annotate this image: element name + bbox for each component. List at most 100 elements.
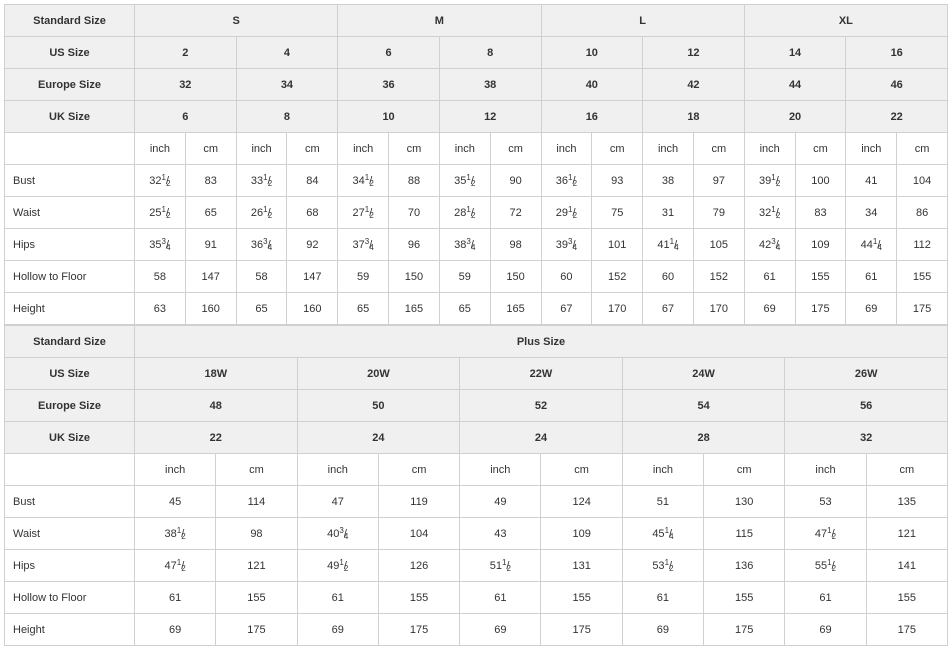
eu-size-5: 42 bbox=[643, 69, 745, 101]
unit-inch: inch bbox=[622, 454, 703, 486]
unit-cm: cm bbox=[389, 133, 440, 165]
measure-cm: 155 bbox=[378, 582, 459, 614]
measure-inch: 61 bbox=[744, 261, 795, 293]
uk-size-6: 20 bbox=[744, 101, 846, 133]
measure-cm: 136 bbox=[704, 550, 785, 582]
measure-inch: 361/2 bbox=[541, 165, 592, 197]
row-label: Bust bbox=[5, 165, 135, 197]
measure-inch: 423/4 bbox=[744, 229, 795, 261]
measure-cm: 121 bbox=[866, 518, 947, 550]
row-label: Waist bbox=[5, 197, 135, 229]
uk-size-1: 8 bbox=[236, 101, 338, 133]
measure-cm: 115 bbox=[704, 518, 785, 550]
us-size-2: 6 bbox=[338, 37, 440, 69]
measure-cm: 75 bbox=[592, 197, 643, 229]
measure-cm: 152 bbox=[693, 261, 744, 293]
measure-cm: 109 bbox=[795, 229, 846, 261]
unit-cm: cm bbox=[704, 454, 785, 486]
uk-size-3: 28 bbox=[622, 422, 785, 454]
measure-cm: 86 bbox=[897, 197, 948, 229]
measure-inch: 321/2 bbox=[135, 165, 186, 197]
eu-size-1: 50 bbox=[297, 390, 460, 422]
table-row: Bust321/283331/284341/288351/290361/2933… bbox=[5, 165, 948, 197]
measure-inch: 41 bbox=[846, 165, 897, 197]
measure-cm: 155 bbox=[897, 261, 948, 293]
measure-inch: 351/2 bbox=[439, 165, 490, 197]
measure-cm: 141 bbox=[866, 550, 947, 582]
measure-cm: 175 bbox=[897, 293, 948, 325]
size-s: S bbox=[135, 5, 338, 37]
unit-inch: inch bbox=[846, 133, 897, 165]
table-row: Hips353/491363/492373/496383/498393/4101… bbox=[5, 229, 948, 261]
measure-inch: 69 bbox=[297, 614, 378, 646]
measure-inch: 63 bbox=[135, 293, 186, 325]
measure-cm: 155 bbox=[795, 261, 846, 293]
measure-cm: 147 bbox=[185, 261, 236, 293]
unit-cm: cm bbox=[693, 133, 744, 165]
unit-inch: inch bbox=[541, 133, 592, 165]
measure-cm: 105 bbox=[693, 229, 744, 261]
measure-cm: 131 bbox=[541, 550, 622, 582]
size-xl: XL bbox=[744, 5, 947, 37]
measure-inch: 34 bbox=[846, 197, 897, 229]
measure-cm: 109 bbox=[541, 518, 622, 550]
unit-inch: inch bbox=[460, 454, 541, 486]
measure-inch: 69 bbox=[460, 614, 541, 646]
measure-inch: 69 bbox=[846, 293, 897, 325]
measure-cm: 93 bbox=[592, 165, 643, 197]
measure-inch: 43 bbox=[460, 518, 541, 550]
unit-cm: cm bbox=[378, 454, 459, 486]
measure-inch: 60 bbox=[643, 261, 694, 293]
unit-blank bbox=[5, 133, 135, 165]
uk-size-0: 22 bbox=[135, 422, 298, 454]
size-chart-plus: Standard Size Plus Size US Size18W20W22W… bbox=[4, 325, 948, 646]
us-size-2: 22W bbox=[460, 358, 623, 390]
eu-size-0: 32 bbox=[135, 69, 237, 101]
measure-inch: 51 bbox=[622, 486, 703, 518]
header-us-size: US Size bbox=[5, 358, 135, 390]
measure-inch: 38 bbox=[643, 165, 694, 197]
eu-size-1: 34 bbox=[236, 69, 338, 101]
measure-cm: 112 bbox=[897, 229, 948, 261]
row-label: Height bbox=[5, 614, 135, 646]
measure-inch: 59 bbox=[338, 261, 389, 293]
measure-inch: 61 bbox=[622, 582, 703, 614]
measure-inch: 61 bbox=[135, 582, 216, 614]
row-label: Height bbox=[5, 293, 135, 325]
measure-cm: 165 bbox=[389, 293, 440, 325]
measure-inch: 65 bbox=[439, 293, 490, 325]
measure-cm: 175 bbox=[795, 293, 846, 325]
measure-inch: 471/2 bbox=[785, 518, 866, 550]
row-label: Hollow to Floor bbox=[5, 582, 135, 614]
us-size-3: 8 bbox=[439, 37, 541, 69]
table-row: Hollow to Floor6115561155611556115561155 bbox=[5, 582, 948, 614]
row-label: Bust bbox=[5, 486, 135, 518]
measure-cm: 130 bbox=[704, 486, 785, 518]
measure-inch: 281/2 bbox=[439, 197, 490, 229]
us-size-3: 24W bbox=[622, 358, 785, 390]
measure-cm: 65 bbox=[185, 197, 236, 229]
unit-cm: cm bbox=[216, 454, 297, 486]
measure-inch: 65 bbox=[338, 293, 389, 325]
measure-cm: 150 bbox=[490, 261, 541, 293]
us-size-0: 18W bbox=[135, 358, 298, 390]
table-row: Waist251/265261/268271/270281/272291/275… bbox=[5, 197, 948, 229]
measure-cm: 104 bbox=[378, 518, 459, 550]
measure-inch: 49 bbox=[460, 486, 541, 518]
size-l: L bbox=[541, 5, 744, 37]
measure-cm: 104 bbox=[897, 165, 948, 197]
eu-size-2: 52 bbox=[460, 390, 623, 422]
us-size-1: 4 bbox=[236, 37, 338, 69]
us-size-7: 16 bbox=[846, 37, 948, 69]
measure-inch: 53 bbox=[785, 486, 866, 518]
measure-inch: 373/4 bbox=[338, 229, 389, 261]
uk-size-2: 24 bbox=[460, 422, 623, 454]
measure-inch: 383/4 bbox=[439, 229, 490, 261]
measure-cm: 165 bbox=[490, 293, 541, 325]
measure-cm: 70 bbox=[389, 197, 440, 229]
eu-size-4: 40 bbox=[541, 69, 643, 101]
measure-cm: 84 bbox=[287, 165, 338, 197]
table-row: Height6917569175691756917569175 bbox=[5, 614, 948, 646]
measure-cm: 150 bbox=[389, 261, 440, 293]
measure-cm: 124 bbox=[541, 486, 622, 518]
